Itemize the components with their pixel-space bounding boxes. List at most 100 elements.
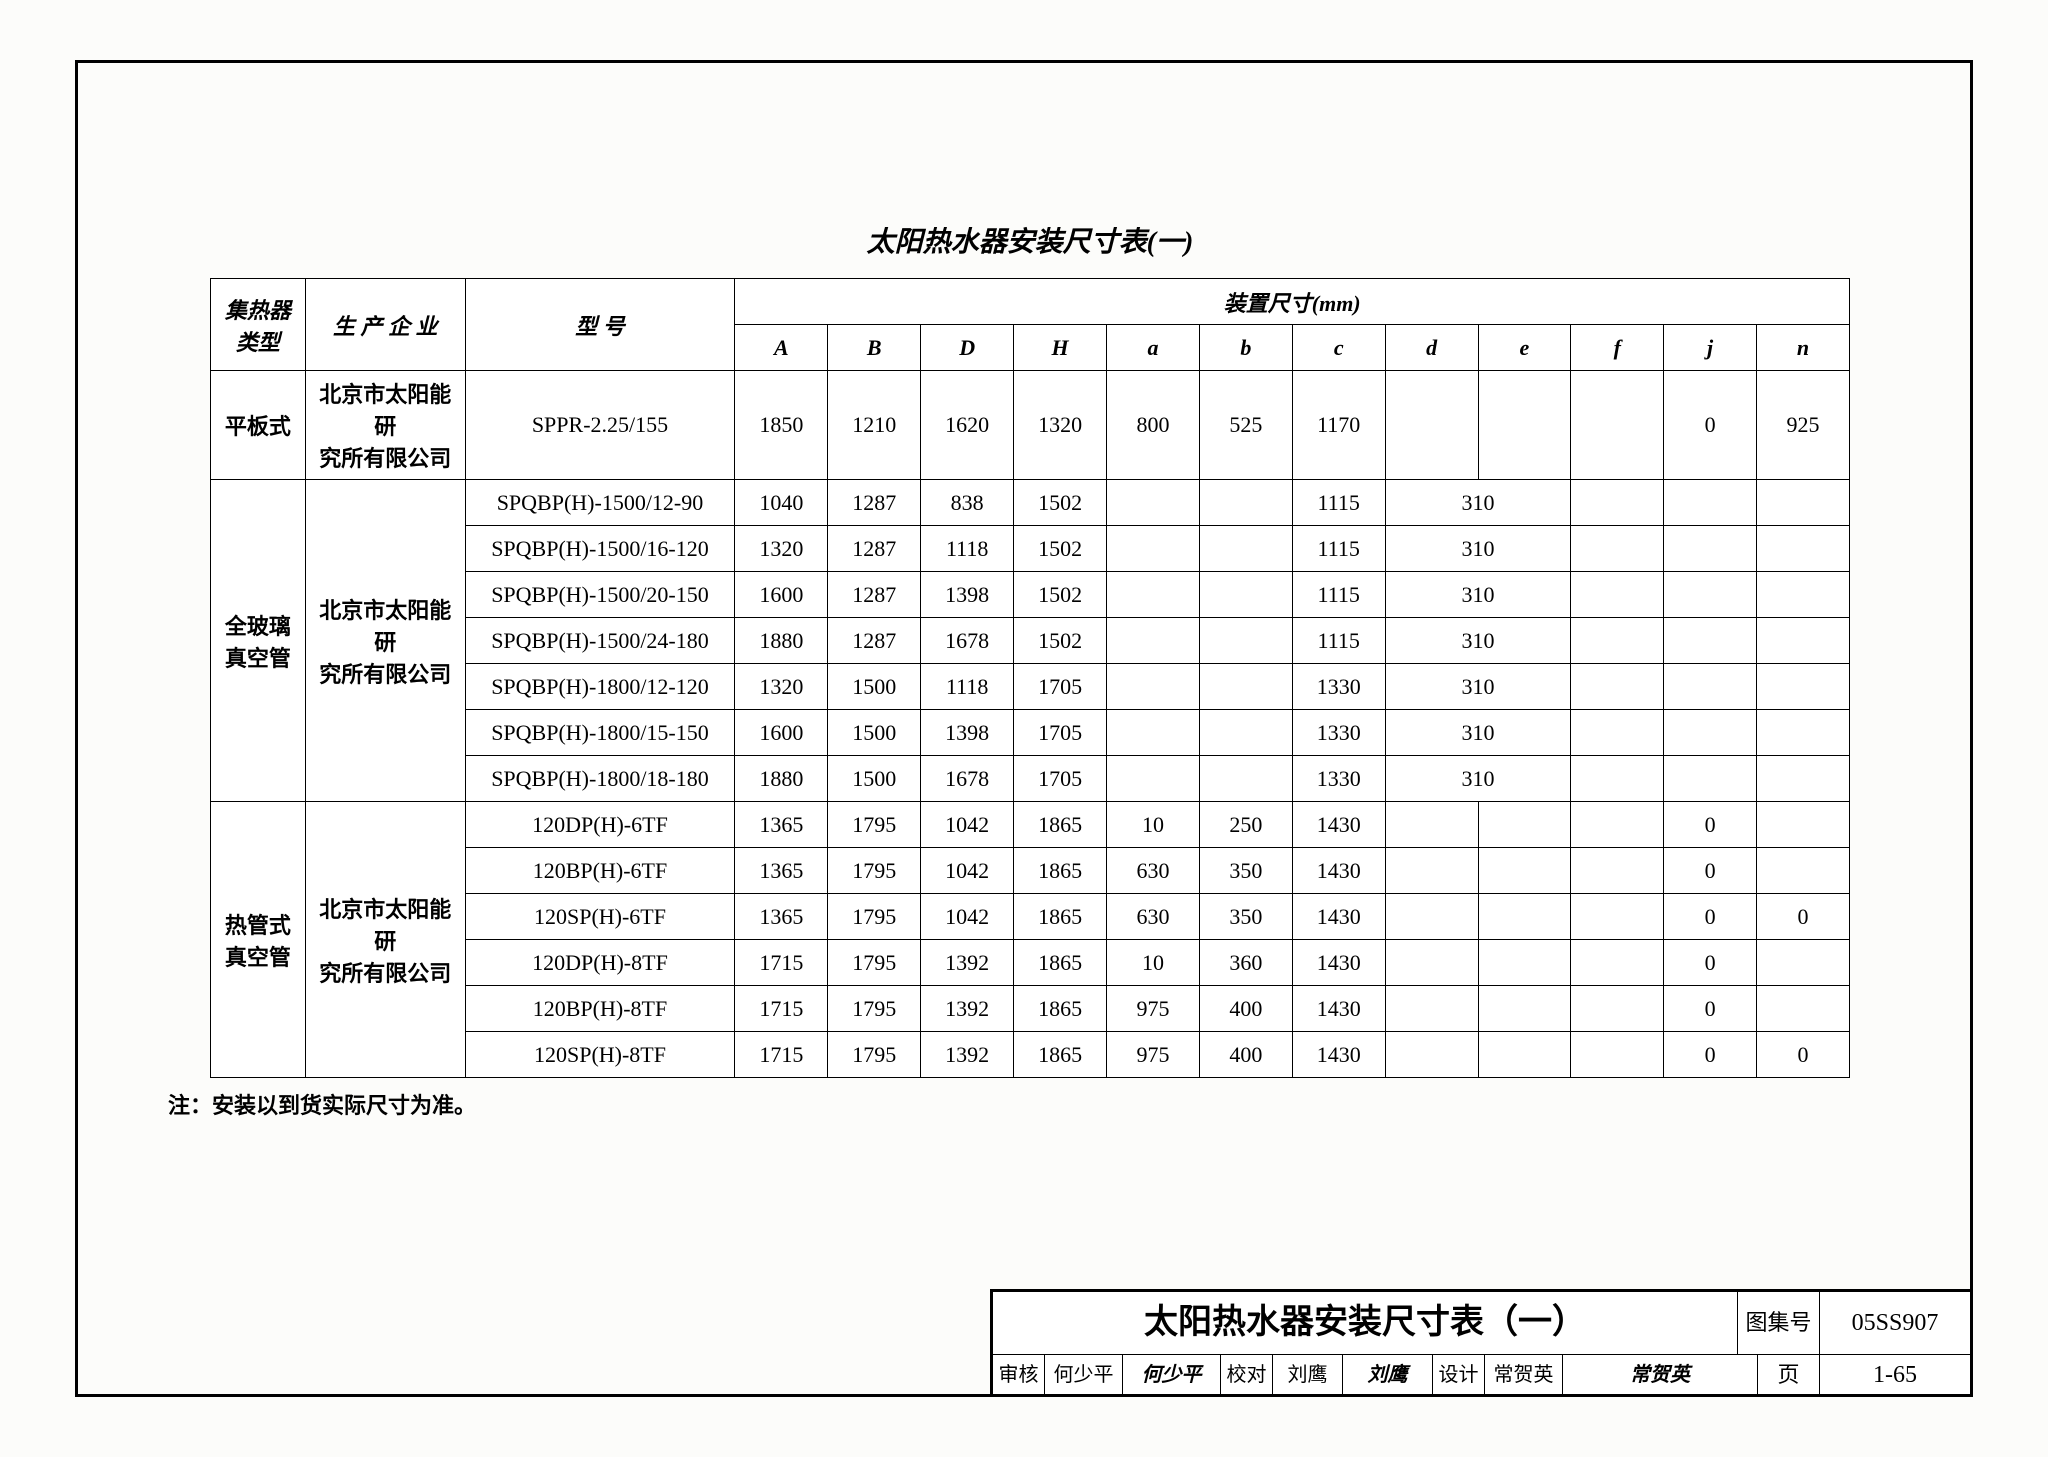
cell-dim-A: 1715 (735, 1032, 828, 1078)
cell-dim-B: 1500 (828, 710, 921, 756)
cell-dim-j: 0 (1664, 894, 1757, 940)
cell-model: SPQBP(H)-1800/18-180 (465, 756, 735, 802)
cell-dim-A: 1365 (735, 848, 828, 894)
cell-dim-H: 1502 (1014, 480, 1107, 526)
cell-dim-n (1757, 664, 1850, 710)
cell-model: 120DP(H)-6TF (465, 802, 735, 848)
cell-dim-n (1757, 526, 1850, 572)
review-signature: 何少平 (1123, 1355, 1221, 1394)
cell-dim-b: 350 (1199, 894, 1292, 940)
cell-dim-c: 1115 (1292, 572, 1385, 618)
cell-dim-n: 925 (1757, 371, 1850, 480)
cell-dim-d (1385, 894, 1478, 940)
cell-model: SPQBP(H)-1500/24-180 (465, 618, 735, 664)
cell-manufacturer: 北京市太阳能研 究所有限公司 (305, 480, 465, 802)
cell-dim-B: 1795 (828, 848, 921, 894)
cell-dim-c: 1115 (1292, 618, 1385, 664)
cell-dim-b (1199, 710, 1292, 756)
cell-dim-D: 1118 (921, 526, 1014, 572)
cell-dim-H: 1705 (1014, 664, 1107, 710)
cell-dim-d (1385, 986, 1478, 1032)
col-n: n (1757, 325, 1850, 371)
cell-model: SPQBP(H)-1800/12-120 (465, 664, 735, 710)
cell-dim-n (1757, 848, 1850, 894)
titleblock-row-1: 太阳热水器安装尺寸表（一） 图集号 05SS907 (993, 1292, 1970, 1354)
cell-dim-B: 1500 (828, 756, 921, 802)
cell-dim-H: 1865 (1014, 848, 1107, 894)
cell-dim-D: 1678 (921, 618, 1014, 664)
cell-model: 120BP(H)-8TF (465, 986, 735, 1032)
footnote: 注：安装以到货实际尺寸为准。 (168, 1088, 1910, 1120)
design-label: 设计 (1433, 1355, 1485, 1394)
cell-dim-A: 1365 (735, 802, 828, 848)
cell-dim-f (1571, 848, 1664, 894)
cell-dim-e (1478, 986, 1571, 1032)
cell-dim-D: 838 (921, 480, 1014, 526)
cell-dim-B: 1795 (828, 940, 921, 986)
review-name: 何少平 (1045, 1355, 1123, 1394)
cell-dim-B: 1210 (828, 371, 921, 480)
cell-dim-f (1571, 802, 1664, 848)
cell-dim-D: 1620 (921, 371, 1014, 480)
cell-dim-c: 1330 (1292, 756, 1385, 802)
col-model: 型 号 (465, 279, 735, 371)
cell-dim-c: 1115 (1292, 480, 1385, 526)
cell-dim-d (1385, 802, 1478, 848)
cell-dim-f (1571, 710, 1664, 756)
cell-dim-f (1571, 371, 1664, 480)
verify-signature: 刘鹰 (1343, 1355, 1433, 1394)
drawing-title: 太阳热水器安装尺寸表（一） (993, 1292, 1738, 1354)
cell-dim-D: 1392 (921, 940, 1014, 986)
cell-dim-e (1478, 1032, 1571, 1078)
cell-dim-d (1385, 371, 1478, 480)
cell-dim-H: 1865 (1014, 802, 1107, 848)
cell-dim-j (1664, 572, 1757, 618)
dimension-table: 集热器 类型 生 产 企 业 型 号 装置尺寸(mm) A B D H a b … (210, 278, 1850, 1078)
cell-dim-b: 525 (1199, 371, 1292, 480)
cell-dim-b: 360 (1199, 940, 1292, 986)
table-row: 全玻璃 真空管北京市太阳能研 究所有限公司SPQBP(H)-1500/12-90… (211, 480, 1850, 526)
cell-dim-H: 1502 (1014, 572, 1107, 618)
cell-dim-b (1199, 618, 1292, 664)
cell-dim-j: 0 (1664, 802, 1757, 848)
cell-dim-n (1757, 572, 1850, 618)
cell-dim-f (1571, 480, 1664, 526)
cell-dim-j: 0 (1664, 848, 1757, 894)
cell-dim-a (1107, 756, 1200, 802)
cell-dim-a: 800 (1107, 371, 1200, 480)
cell-dim-c: 1430 (1292, 848, 1385, 894)
cell-model: SPQBP(H)-1500/16-120 (465, 526, 735, 572)
cell-dim-j (1664, 710, 1757, 756)
cell-dim-j: 0 (1664, 371, 1757, 480)
cell-collector-type: 热管式 真空管 (211, 802, 306, 1078)
col-b: b (1199, 325, 1292, 371)
cell-dim-a (1107, 618, 1200, 664)
cell-dim-D: 1398 (921, 710, 1014, 756)
col-e: e (1478, 325, 1571, 371)
cell-dim-e (1478, 371, 1571, 480)
cell-dim-n (1757, 802, 1850, 848)
cell-dim-f (1571, 572, 1664, 618)
header-row-1: 集热器 类型 生 产 企 业 型 号 装置尺寸(mm) (211, 279, 1850, 325)
col-manufacturer: 生 产 企 业 (305, 279, 465, 371)
cell-dim-H: 1705 (1014, 710, 1107, 756)
cell-collector-type: 平板式 (211, 371, 306, 480)
cell-dim-B: 1287 (828, 572, 921, 618)
cell-dim-a: 10 (1107, 940, 1200, 986)
cell-dim-D: 1042 (921, 894, 1014, 940)
cell-dim-f (1571, 756, 1664, 802)
cell-dim-A: 1600 (735, 572, 828, 618)
cell-dim-c: 1430 (1292, 986, 1385, 1032)
cell-dim-f (1571, 526, 1664, 572)
table-row: 平板式北京市太阳能研 究所有限公司SPPR-2.25/1551850121016… (211, 371, 1850, 480)
atlas-no-value: 05SS907 (1820, 1292, 1970, 1354)
cell-dim-H: 1865 (1014, 894, 1107, 940)
col-A: A (735, 325, 828, 371)
table-row: 热管式 真空管北京市太阳能研 究所有限公司120DP(H)-6TF1365179… (211, 802, 1850, 848)
cell-dim-B: 1287 (828, 526, 921, 572)
design-signature: 常贺英 (1563, 1355, 1758, 1394)
page-title: 太阳热水器安装尺寸表(一) (150, 220, 1910, 260)
cell-dim-H: 1865 (1014, 1032, 1107, 1078)
cell-collector-type: 全玻璃 真空管 (211, 480, 306, 802)
cell-dim-a: 975 (1107, 1032, 1200, 1078)
